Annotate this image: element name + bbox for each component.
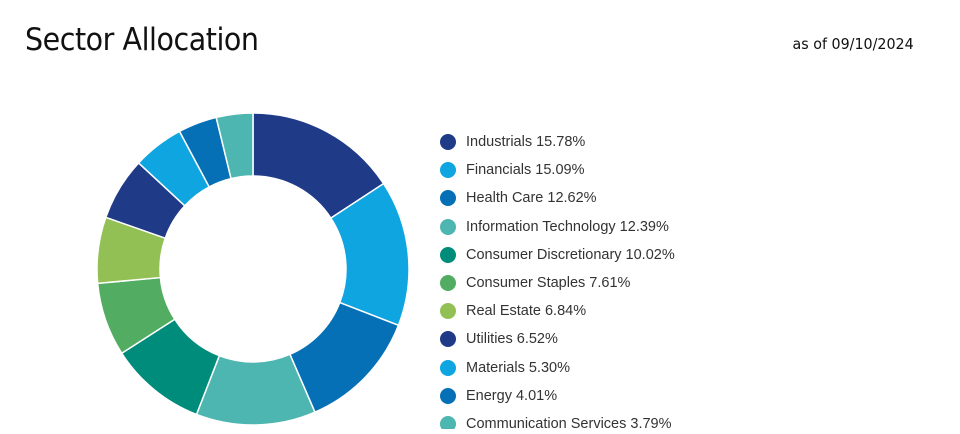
legend-label: Information Technology 12.39% — [466, 218, 669, 235]
legend-label: Financials 15.09% — [466, 162, 585, 179]
legend-label: Utilities 6.52% — [466, 331, 558, 348]
legend-swatch — [440, 190, 456, 207]
legend-swatch — [440, 275, 456, 292]
as-of-date: as of 09/10/2024 — [792, 35, 914, 53]
legend-swatch — [440, 387, 456, 404]
legend-item: Real Estate 6.84% — [440, 297, 840, 325]
legend-item: Energy 4.01% — [440, 382, 840, 410]
legend-item: Information Technology 12.39% — [440, 213, 840, 241]
legend-label: Communication Services 3.79% — [466, 415, 672, 429]
legend-item: Industrials 15.78% — [440, 128, 840, 156]
legend-item: Communication Services 3.79% — [440, 410, 840, 429]
legend-item: Materials 5.30% — [440, 354, 840, 382]
chart-legend: Industrials 15.78% Financials 15.09% Healt… — [440, 128, 840, 429]
legend-swatch — [440, 303, 456, 320]
legend-label: Consumer Staples 7.61% — [466, 275, 631, 292]
donut-slice-communication-services[interactable] — [215, 112, 254, 180]
legend-label: Energy 4.01% — [466, 387, 558, 404]
legend-swatch — [440, 331, 456, 348]
legend-item: Consumer Staples 7.61% — [440, 269, 840, 297]
legend-label: Consumer Discretionary 10.02% — [466, 246, 675, 263]
legend-label: Real Estate 6.84% — [466, 303, 587, 320]
legend-swatch — [440, 359, 456, 376]
legend-item: Financials 15.09% — [440, 156, 840, 184]
legend-swatch — [440, 162, 456, 179]
legend-swatch — [440, 415, 456, 429]
legend-item: Utilities 6.52% — [440, 325, 840, 353]
page-title: Sector Allocation — [25, 22, 259, 58]
donut-chart — [96, 112, 410, 426]
legend-label: Industrials 15.78% — [466, 134, 586, 151]
legend-item: Consumer Discretionary 10.02% — [440, 241, 840, 269]
legend-item: Health Care 12.62% — [440, 184, 840, 212]
legend-swatch — [440, 218, 456, 235]
legend-label: Health Care 12.62% — [466, 190, 597, 207]
legend-swatch — [440, 134, 456, 151]
legend-swatch — [440, 246, 456, 263]
legend-label: Materials 5.30% — [466, 359, 570, 376]
